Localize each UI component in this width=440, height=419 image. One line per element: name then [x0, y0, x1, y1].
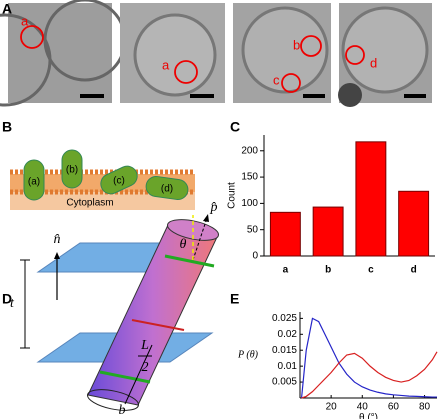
- scale-bar: [190, 94, 214, 98]
- geometry-schematic: n̂ p̂ θ t L 2 b: [10, 200, 220, 418]
- x-tick-label: 40: [357, 402, 369, 413]
- radius-label: b: [119, 403, 126, 418]
- highlight-circle: [300, 35, 322, 57]
- x-tick-label: b: [325, 265, 331, 276]
- y-tick-label: 0.005: [272, 377, 297, 388]
- vesicle: [133, 13, 217, 97]
- particle: [100, 165, 138, 195]
- particle-label: (c): [113, 176, 125, 187]
- y-tick-label: 0.015: [272, 345, 297, 356]
- particle-label: d: [370, 55, 377, 70]
- length-label: L: [140, 338, 149, 353]
- y-tick-label: 100: [241, 198, 258, 209]
- series-line: [301, 351, 438, 399]
- panel-label: C: [230, 119, 240, 135]
- membrane-schematic: (a) (b) (c) (d) Cytoplasm: [10, 149, 195, 210]
- x-tick-label: 20: [326, 402, 338, 413]
- panel-label: B: [2, 119, 12, 135]
- length-divisor: 2: [142, 360, 149, 375]
- normal-label: n̂: [54, 232, 61, 247]
- y-tick-label: 150: [241, 172, 258, 183]
- thickness-label: t: [10, 296, 15, 311]
- bar: [312, 206, 344, 257]
- particle-label: c: [273, 72, 280, 87]
- y-axis-label: Count: [227, 182, 238, 209]
- panel-label: E: [230, 291, 239, 307]
- y-tick-label: 0: [252, 251, 258, 262]
- particle-label: (a): [28, 177, 40, 188]
- particle: [61, 149, 83, 189]
- bar: [355, 141, 387, 257]
- cytoplasm: [10, 192, 195, 210]
- x-tick-label: c: [368, 265, 374, 276]
- x-tick-label: 60: [388, 402, 400, 413]
- highlight-circle: [281, 73, 301, 93]
- x-tick-label: d: [411, 265, 417, 276]
- y-tick-label: 0.01: [278, 361, 298, 372]
- y-tick-label: 200: [241, 145, 258, 156]
- particle-label: (b): [66, 165, 78, 176]
- bar: [398, 190, 430, 257]
- ring: [131, 319, 185, 331]
- vesicle: [341, 6, 429, 94]
- particle: [338, 83, 362, 107]
- scale-bar: [303, 94, 325, 98]
- length-arrow: [124, 344, 153, 405]
- particle-label: (d): [161, 184, 173, 195]
- x-axis-label: θ (°): [359, 413, 378, 419]
- highlight-circle: [20, 25, 44, 49]
- axis-label: p̂: [210, 200, 218, 215]
- y-axis-label: P (θ): [237, 349, 259, 360]
- particle: [145, 175, 189, 201]
- arrow-head: [203, 214, 209, 222]
- x-tick-label: 80: [419, 402, 431, 413]
- cytoplasm-label: Cytoplasm: [66, 198, 113, 209]
- ring: [164, 254, 215, 268]
- particle-label: a: [162, 57, 170, 72]
- cylinder-end: [86, 389, 140, 411]
- x-tick-label: a: [283, 265, 289, 276]
- vesicle: [241, 6, 329, 94]
- particle: [23, 159, 45, 201]
- y-tick-label: 50: [247, 224, 259, 235]
- y-tick-label: 0.025: [272, 313, 297, 324]
- particle-label: a: [21, 13, 29, 28]
- panel-label: A: [2, 1, 12, 17]
- highlight-circle: [345, 45, 365, 65]
- scale-bar: [80, 94, 104, 98]
- micrographs: a a b c d: [0, 0, 432, 107]
- particle-label: b: [293, 37, 300, 52]
- ring: [99, 370, 151, 384]
- arrow-head: [54, 252, 60, 259]
- axis-arrow: [192, 217, 208, 261]
- bar: [269, 211, 301, 257]
- scale-bar: [404, 94, 426, 98]
- highlight-circle: [174, 60, 198, 84]
- panel-label: D: [2, 291, 12, 307]
- series-line: [300, 317, 437, 399]
- y-tick-label: 0.02: [278, 329, 298, 340]
- angle-label: θ: [180, 237, 187, 252]
